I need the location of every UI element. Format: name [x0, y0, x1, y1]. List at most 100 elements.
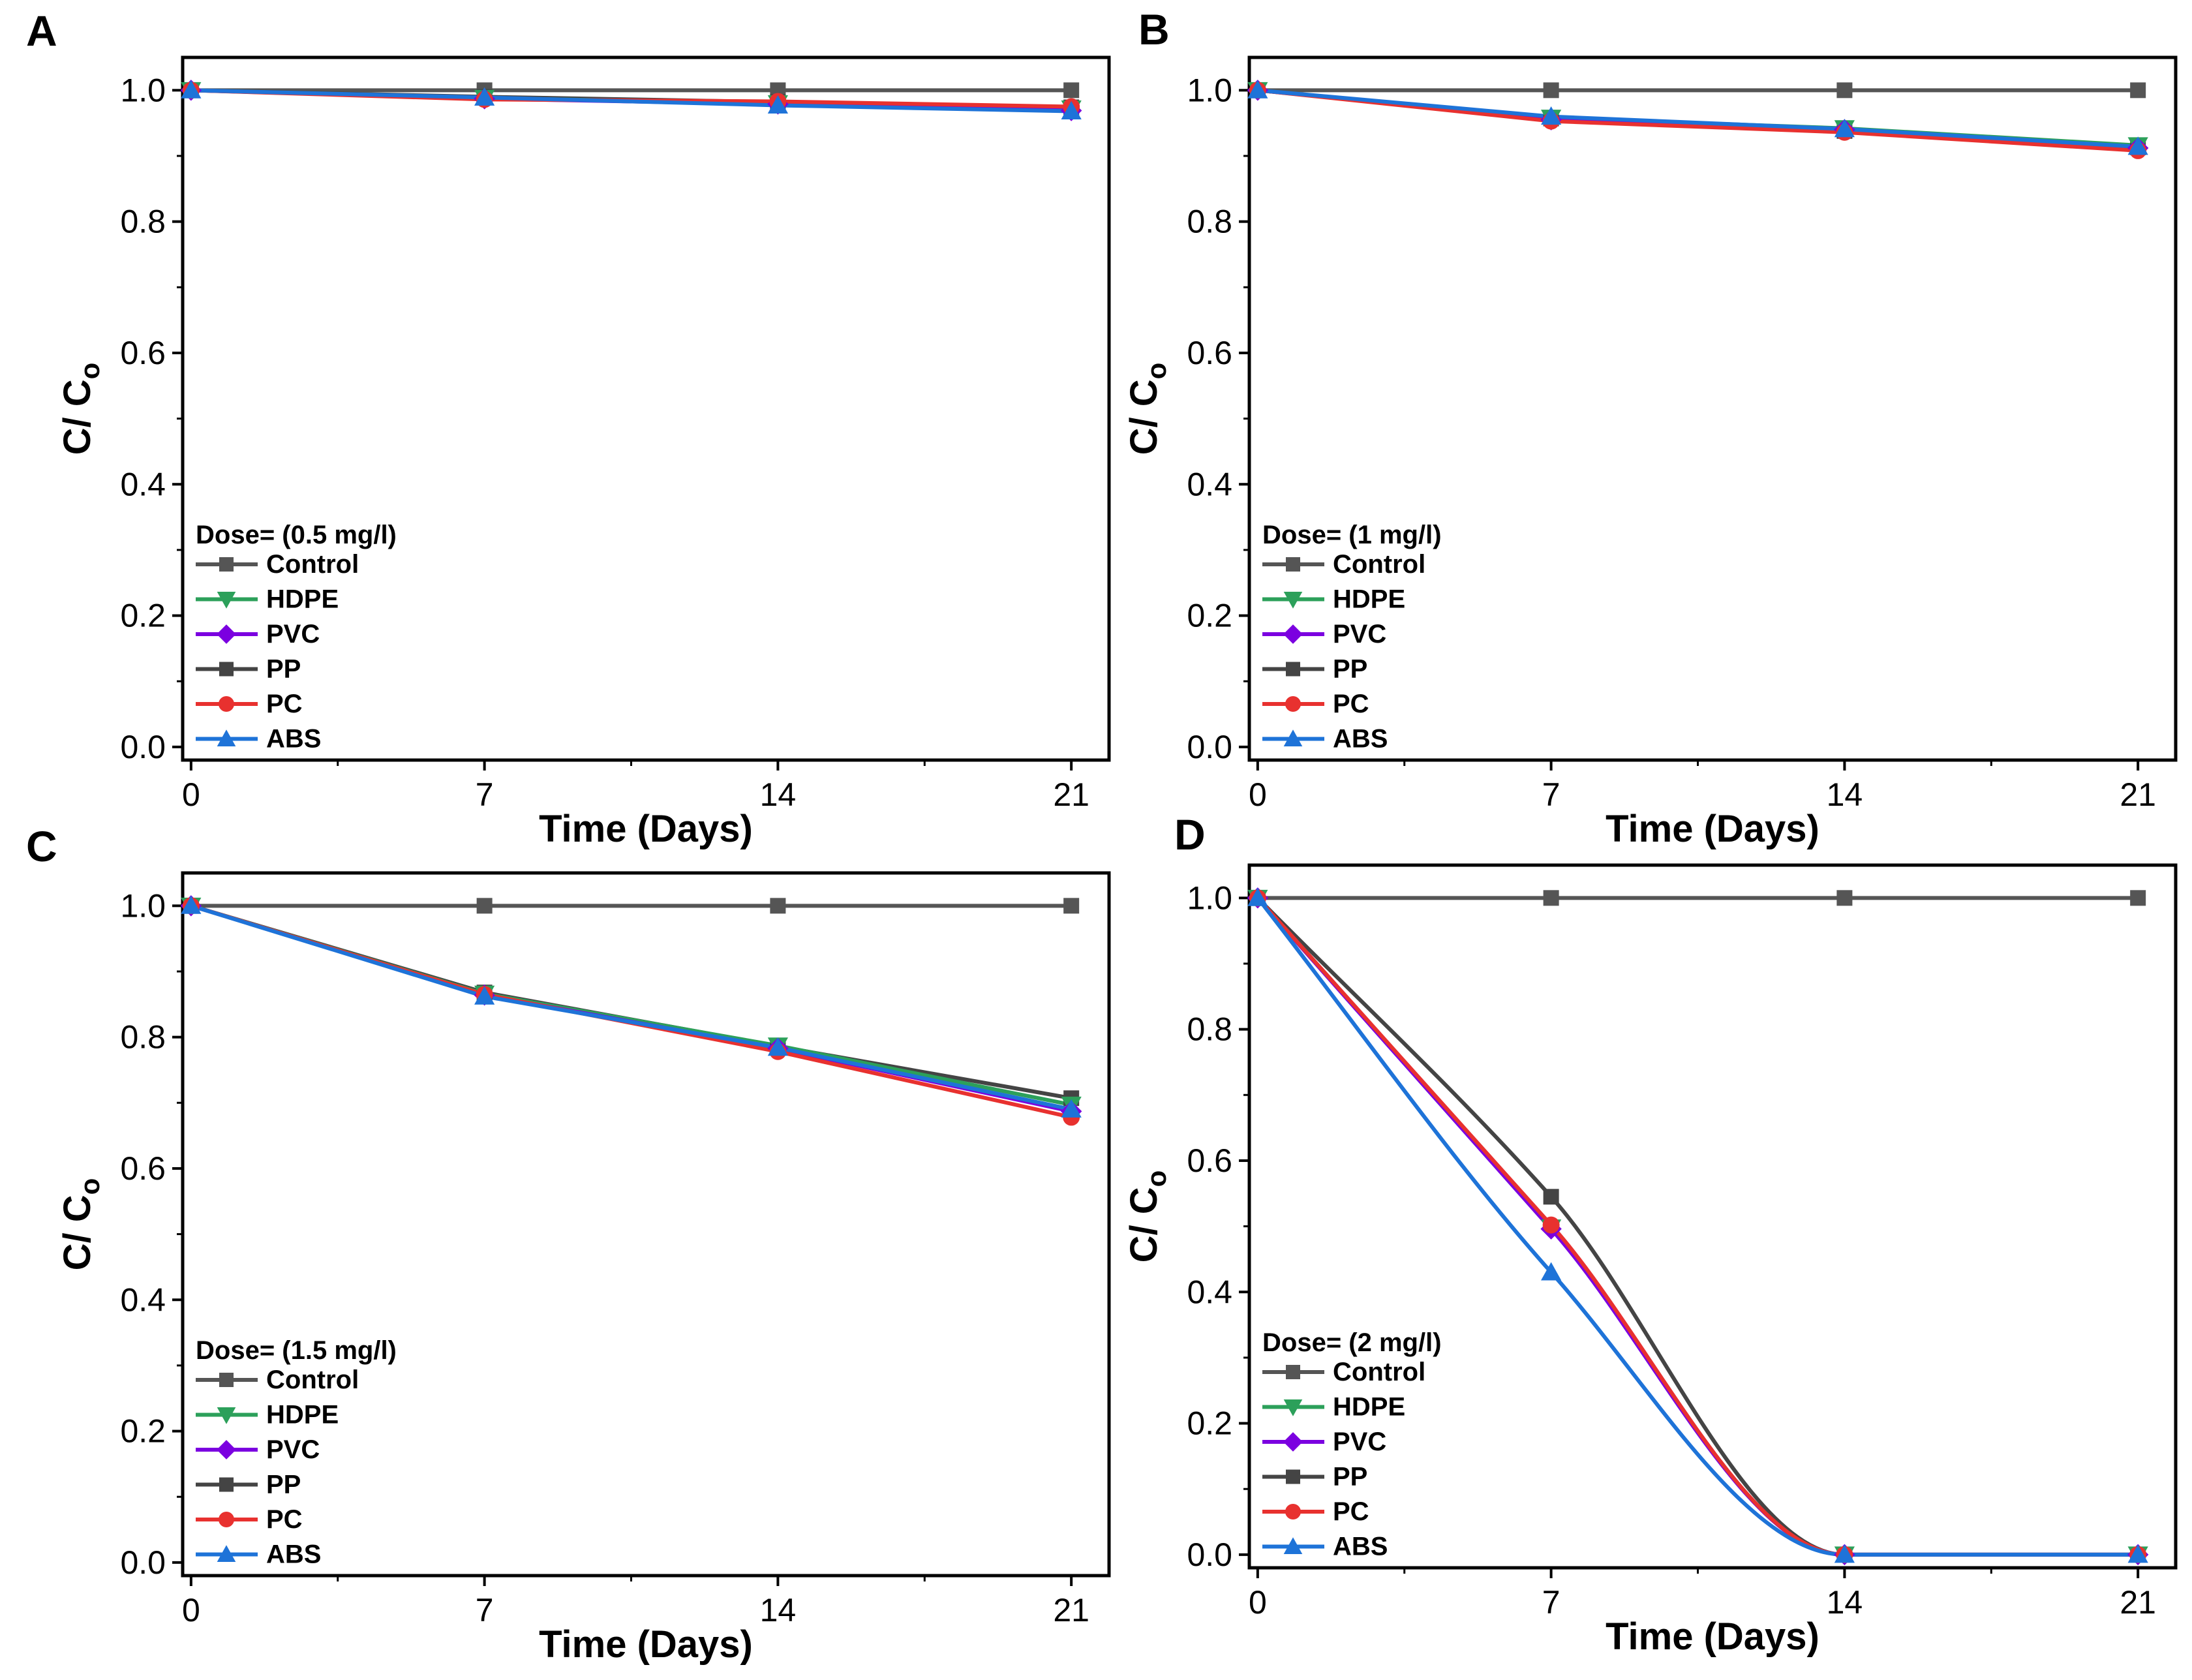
- plot-frame: [1247, 55, 2178, 762]
- y-tick-label: 0.2: [1187, 1405, 1232, 1442]
- legend-marker-pp: [1286, 1469, 1300, 1484]
- x-axis-title: Time (Days): [1606, 1615, 1819, 1658]
- data-point-abs: [1541, 106, 1562, 125]
- y-tick-label: 0.8: [120, 1019, 166, 1056]
- legend-label-pp: PP: [266, 655, 301, 684]
- legend-label-pp: PP: [266, 1471, 301, 1499]
- data-point-abs: [767, 1037, 788, 1056]
- panel-letter: B: [1138, 5, 1170, 53]
- data-point-control: [1063, 82, 1080, 99]
- data-point-abs: [2127, 136, 2148, 155]
- y-tick-label: 0.8: [1187, 1011, 1232, 1048]
- x-tick-label: 7: [476, 1592, 494, 1628]
- x-tick-label: 21: [1053, 1592, 1089, 1628]
- data-point-abs: [767, 95, 788, 114]
- legend-marker-hdpe: [217, 592, 236, 609]
- series-line-pc: [1257, 88, 2139, 153]
- legend-label-pc: PC: [1333, 690, 1369, 718]
- data-point-abs: [181, 895, 202, 914]
- series-line-pc: [190, 904, 1072, 1120]
- y-axis-title: C/ Co: [1123, 363, 1172, 455]
- series-line-abs: [190, 904, 1072, 1112]
- legend-label-abs: ABS: [266, 725, 321, 754]
- plot-frame: [181, 55, 1111, 762]
- legend-marker-control: [1286, 557, 1300, 572]
- y-tick-label: 0.6: [1187, 1142, 1232, 1179]
- legend-marker-pp: [1286, 662, 1300, 677]
- legend-marker-pvc: [217, 624, 236, 644]
- legend-label-control: Control: [266, 1366, 359, 1394]
- y-tick-label: 0.8: [1187, 204, 1232, 240]
- y-tick-label: 0.4: [1187, 466, 1232, 502]
- legend-title: Dose= (1.5 mg/l): [196, 1336, 397, 1365]
- x-tick-label: 21: [2120, 1584, 2156, 1621]
- data-point-abs: [1247, 80, 1268, 99]
- legend-marker-pvc: [1283, 624, 1303, 644]
- data-point-abs: [474, 986, 495, 1005]
- legend-label-pvc: PVC: [266, 1435, 320, 1464]
- legend-label-control: Control: [1333, 1358, 1425, 1386]
- x-axis-title: Time (Days): [1606, 808, 1819, 850]
- series-line-abs: [1256, 896, 2139, 1557]
- legend-label-hdpe: HDPE: [266, 585, 339, 614]
- legend-marker-pvc: [217, 1440, 236, 1459]
- y-tick-label: 0.2: [120, 1413, 166, 1450]
- y-tick-label: 1.0: [120, 72, 166, 108]
- panel-d: D 0.0 0.2 0.4 0.6 0.8 1.0 0 7 14 21 Time (Days) C/ C…: [1123, 810, 2178, 1658]
- legend-label-pp: PP: [1333, 655, 1367, 684]
- series-line-pp: [190, 904, 1072, 1101]
- legend-marker-abs: [1283, 729, 1303, 746]
- legend-marker-control: [219, 1373, 234, 1387]
- x-tick-label: 14: [760, 776, 797, 813]
- legend-title: Dose= (1 mg/l): [1262, 521, 1442, 549]
- y-axis-title: C/ Co: [1123, 1170, 1172, 1263]
- y-tick-label: 1.0: [1187, 72, 1232, 108]
- data-point-control: [476, 898, 493, 914]
- data-point-abs: [1834, 1544, 1855, 1563]
- x-axis-title: Time (Days): [539, 808, 753, 850]
- legend-marker-hdpe: [217, 1407, 236, 1424]
- legend-marker-control: [219, 557, 234, 572]
- panel-letter: C: [26, 822, 57, 870]
- legend-marker-pc: [1285, 1504, 1301, 1520]
- y-tick-label: 0.4: [1187, 1274, 1232, 1310]
- legend-label-hdpe: HDPE: [1333, 1393, 1405, 1422]
- y-axis-title: C/ Co: [56, 363, 105, 455]
- panel-a: A 0.0 0.2 0.4 0.6 0.8 1.0 0 7 14 21 Time (Days) C/ C…: [26, 7, 1111, 850]
- data-point-abs: [1247, 887, 1268, 906]
- legend-label-pvc: PVC: [1333, 1428, 1386, 1456]
- data-point-abs: [474, 87, 495, 106]
- panel-c: C 0.0 0.2 0.4 0.6 0.8 1.0 0 7 14 21 Time (Days) C/ C…: [26, 822, 1111, 1666]
- data-point-abs: [2127, 1544, 2148, 1563]
- x-tick-label: 21: [2120, 776, 2156, 813]
- y-tick-label: 0.0: [1187, 729, 1232, 765]
- legend-title: Dose= (2 mg/l): [1262, 1328, 1442, 1357]
- legend-label-hdpe: HDPE: [266, 1401, 339, 1429]
- legend-marker-pc: [219, 696, 234, 712]
- x-tick-label: 7: [476, 776, 494, 813]
- data-point-control: [1543, 82, 1559, 99]
- data-point-pp: [1543, 1189, 1559, 1205]
- x-tick-label: 0: [182, 1592, 200, 1628]
- legend-label-pvc: PVC: [266, 620, 320, 649]
- x-tick-label: 14: [1827, 1584, 1863, 1621]
- data-point-control: [1836, 890, 1853, 906]
- legend-label-hdpe: HDPE: [1333, 585, 1405, 614]
- legend-label-abs: ABS: [1333, 1533, 1388, 1561]
- legend-label-control: Control: [266, 550, 359, 579]
- y-tick-label: 0.0: [1187, 1536, 1232, 1573]
- legend-label-pp: PP: [1333, 1463, 1367, 1491]
- legend-marker-pc: [219, 1512, 234, 1527]
- series-line-abs: [190, 88, 1072, 114]
- legend-label-control: Control: [1333, 550, 1425, 579]
- plot-frame: [181, 871, 1111, 1578]
- x-tick-label: 14: [760, 1592, 797, 1628]
- data-point-abs: [1541, 1262, 1562, 1281]
- legend-marker-hdpe: [1283, 592, 1303, 609]
- legend-marker-pc: [1285, 696, 1301, 712]
- data-point-control: [2130, 890, 2146, 906]
- y-tick-label: 1.0: [1187, 879, 1232, 916]
- y-tick-label: 0.4: [120, 466, 166, 502]
- legend-marker-pp: [219, 662, 234, 677]
